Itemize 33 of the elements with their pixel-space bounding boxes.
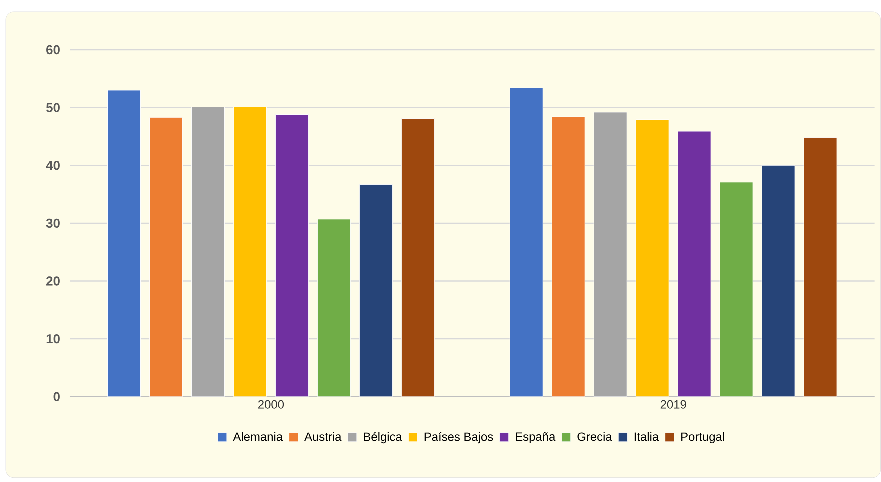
bar xyxy=(762,165,796,397)
x-tick-label: 2019 xyxy=(660,400,686,409)
legend-label: Italia xyxy=(634,432,660,442)
y-tick-label: 40 xyxy=(46,161,60,170)
bar xyxy=(804,138,838,397)
y-tick-label: 50 xyxy=(46,103,60,112)
y-tick-label: 20 xyxy=(46,276,60,286)
bar xyxy=(275,114,309,397)
legend-label: Austria xyxy=(304,432,342,442)
bar xyxy=(720,182,754,397)
legend-label: Bélgica xyxy=(364,432,402,444)
bar xyxy=(359,184,393,397)
bar xyxy=(678,131,712,397)
bar xyxy=(191,107,225,397)
y-tick-label: 0 xyxy=(54,392,60,402)
bar xyxy=(401,118,435,397)
y-tick-label: 60 xyxy=(46,45,60,55)
x-tick-label: 2000 xyxy=(258,400,284,409)
legend-label: Alemania xyxy=(233,432,284,442)
bar xyxy=(233,107,267,397)
bar xyxy=(594,112,628,397)
bar xyxy=(149,117,183,397)
y-tick-label: 30 xyxy=(46,218,60,228)
bar xyxy=(317,219,351,397)
bar xyxy=(552,116,586,397)
legend-label: Portugal xyxy=(682,432,724,444)
bar xyxy=(510,88,544,397)
bar xyxy=(636,120,670,397)
bar xyxy=(107,90,141,397)
y-tick-label: 10 xyxy=(46,334,60,344)
legend-label: España xyxy=(516,432,556,444)
legend-label: Grecia xyxy=(578,432,612,442)
legend-label: Países Bajos xyxy=(424,432,494,444)
